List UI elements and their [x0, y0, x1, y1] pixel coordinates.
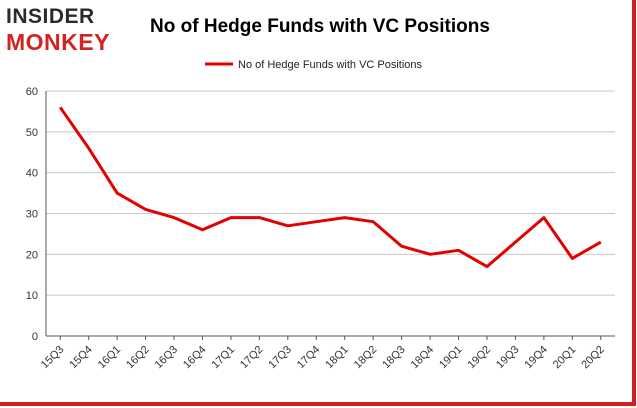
y-tick-label: 40 [26, 168, 38, 180]
logo-text-bottom: MONKEY [6, 29, 110, 55]
series-line-0 [58, 106, 602, 269]
x-tick-label: 20Q2 [579, 344, 607, 372]
x-tick-label: 17Q1 [210, 344, 238, 372]
y-tick-label: 30 [26, 209, 38, 221]
x-tick-label: 17Q3 [266, 344, 294, 372]
y-tick-label: 10 [26, 290, 38, 302]
x-tick-label: 17Q4 [295, 344, 323, 372]
x-tick-label: 18Q2 [352, 344, 380, 372]
legend-label: No of Hedge Funds with VC Positions [238, 59, 423, 71]
x-tick-label: 18Q1 [323, 344, 351, 372]
x-tick-label: 18Q4 [409, 344, 437, 372]
x-tick-label: 19Q2 [466, 344, 494, 372]
x-tick-label: 18Q3 [380, 344, 408, 372]
legend: No of Hedge Funds with VC Positions [205, 59, 423, 71]
y-tick-label: 50 [26, 127, 38, 139]
x-tick-labels: 15Q3 15Q4 16Q1 16Q2 16Q3 16Q4 17Q1 17Q2 17Q3 17Q4… [39, 344, 607, 372]
x-tick-label: 17Q2 [238, 344, 266, 372]
x-tick-label: 19Q1 [437, 344, 465, 372]
axes [45, 91, 615, 340]
x-tick-label: 16Q3 [153, 344, 181, 372]
insider-monkey-logo: INSIDER MONKEY [6, 6, 120, 56]
y-tick-labels: 0 10 20 30 40 50 60 [26, 86, 38, 343]
gridlines [46, 90, 615, 296]
x-tick-label: 16Q2 [124, 344, 152, 372]
x-tick-label: 15Q4 [67, 344, 95, 372]
x-tick-label: 16Q4 [181, 344, 209, 372]
y-tick-label: 0 [32, 331, 38, 343]
x-tick-label: 15Q3 [39, 344, 67, 372]
x-tick-label: 20Q1 [551, 344, 579, 372]
series-lines [58, 106, 602, 269]
y-tick-label: 60 [26, 86, 38, 98]
logo-text-top: INSIDER [6, 5, 95, 28]
x-tick-label: 16Q1 [96, 344, 124, 372]
y-tick-label: 20 [26, 249, 38, 261]
chart-title: No of Hedge Funds with VC Positions [150, 16, 490, 37]
x-tick-label: 19Q4 [522, 344, 550, 372]
x-tick-label: 19Q3 [494, 344, 522, 372]
